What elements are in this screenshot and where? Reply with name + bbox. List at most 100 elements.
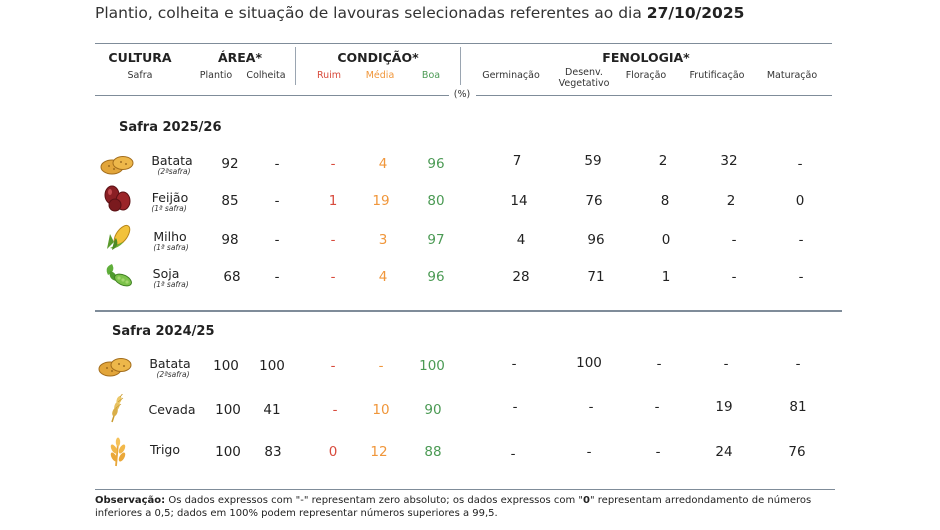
crop-name: Trigo xyxy=(150,442,180,457)
crop-name: Batata xyxy=(151,153,193,168)
cell-media: 4 xyxy=(378,156,388,172)
crop-name: Cevada xyxy=(148,402,196,417)
cell-media: 19 xyxy=(372,193,390,209)
header-frutificacao: Frutificação xyxy=(689,70,745,81)
cell-colheita: - xyxy=(274,232,280,248)
cell-plantio: 85 xyxy=(221,193,239,209)
page-title: Plantio, colheita e situação de lavouras… xyxy=(95,4,744,22)
safra-2024-label: Safra 2024/25 xyxy=(112,324,215,339)
header-divider-2 xyxy=(460,47,461,85)
cell-boa: 80 xyxy=(427,193,445,209)
cell-ruim: 0 xyxy=(328,444,338,460)
crop-sub: (1ª safra) xyxy=(153,243,189,252)
cell-colheita: - xyxy=(274,193,280,209)
title-date: 27/10/2025 xyxy=(646,4,745,22)
cell-floracao: 2 xyxy=(658,153,668,169)
cell-maturacao: - xyxy=(798,232,804,248)
soy-icon xyxy=(106,264,132,287)
header-cultura: CULTURA xyxy=(108,50,172,65)
header-bottom-rule-left xyxy=(95,95,449,96)
footnote: Observação: Os dados expressos com "-" r… xyxy=(95,494,835,520)
cell-desenv: 100 xyxy=(576,355,602,371)
header-area: ÁREA* xyxy=(217,50,263,65)
cell-frutificacao: 32 xyxy=(720,153,738,169)
cell-frutificacao: - xyxy=(731,269,737,285)
header-desenv-1: Desenv. xyxy=(565,67,603,78)
cell-ruim: - xyxy=(330,269,336,285)
cell-floracao: - xyxy=(654,399,660,415)
header-media: Média xyxy=(365,70,395,81)
cell-germinacao: 7 xyxy=(512,153,522,169)
title-text: Plantio, colheita e situação de lavouras… xyxy=(95,4,647,22)
cell-germinacao: - xyxy=(510,446,516,462)
cell-colheita: - xyxy=(274,269,280,285)
crop-name: Milho xyxy=(153,229,187,244)
cell-maturacao: 76 xyxy=(788,444,806,460)
footnote-text-1: Os dados expressos com "-" representam z… xyxy=(165,495,584,506)
cell-plantio: 100 xyxy=(213,358,239,374)
header-colheita: Colheita xyxy=(246,70,286,81)
cell-media: 10 xyxy=(372,402,390,418)
cell-floracao: - xyxy=(655,444,661,460)
cell-maturacao: 81 xyxy=(789,399,807,415)
cell-maturacao: - xyxy=(795,356,801,372)
crop-name: Batata xyxy=(149,356,191,371)
cell-ruim: 1 xyxy=(328,193,338,209)
cell-boa: 100 xyxy=(419,358,445,374)
header-percent: (%) xyxy=(451,89,473,100)
cell-maturacao: - xyxy=(797,156,803,172)
cell-desenv: 71 xyxy=(587,269,605,285)
cell-germinacao: 14 xyxy=(510,193,528,209)
cell-plantio: 100 xyxy=(215,444,241,460)
cell-frutificacao: - xyxy=(731,232,737,248)
cell-floracao: 1 xyxy=(661,269,671,285)
cell-plantio: 98 xyxy=(221,232,239,248)
safra-2025-label: Safra 2025/26 xyxy=(119,120,222,135)
crop-name: Feijão xyxy=(151,190,189,205)
crop-sub: (1ª safra) xyxy=(151,204,187,213)
header-bottom-rule-right xyxy=(476,95,832,96)
corn-icon xyxy=(107,224,131,250)
cell-colheita: 83 xyxy=(264,444,282,460)
header-plantio: Plantio xyxy=(199,70,233,81)
header-germinacao: Germinação xyxy=(482,70,540,81)
cell-desenv: 96 xyxy=(587,232,605,248)
wheat-icon xyxy=(110,437,126,467)
cell-frutificacao: - xyxy=(723,356,729,372)
cell-plantio: 68 xyxy=(223,269,241,285)
header-safra: Safra xyxy=(127,70,153,81)
cell-plantio: 92 xyxy=(221,156,239,172)
header-divider-1 xyxy=(295,47,296,85)
header-ruim: Ruim xyxy=(316,70,342,81)
cell-floracao: - xyxy=(656,356,662,372)
cell-colheita: 41 xyxy=(263,402,281,418)
cell-colheita: 100 xyxy=(259,358,285,374)
footnote-zero: 0 xyxy=(583,495,590,506)
table-top-rule xyxy=(95,43,832,44)
cell-germinacao: 4 xyxy=(516,232,526,248)
cell-floracao: 8 xyxy=(660,193,670,209)
potato-icon xyxy=(100,156,134,175)
cell-boa: 97 xyxy=(427,232,445,248)
crop-sub: (2ªsafra) xyxy=(156,370,190,379)
cell-ruim: - xyxy=(330,156,336,172)
cell-desenv: - xyxy=(586,444,592,460)
cell-media: 12 xyxy=(370,444,388,460)
safra-separator-rule xyxy=(95,310,842,312)
cell-maturacao: 0 xyxy=(795,193,805,209)
cell-boa: 96 xyxy=(427,156,445,172)
cell-boa: 90 xyxy=(424,402,442,418)
header-condicao: CONDIÇÃO* xyxy=(337,50,419,65)
cell-media: 3 xyxy=(378,232,388,248)
crop-name: Soja xyxy=(152,266,180,281)
bean-icon xyxy=(104,185,131,212)
cell-frutificacao: 24 xyxy=(715,444,733,460)
cell-media: - xyxy=(378,358,384,374)
cell-desenv: 76 xyxy=(585,193,603,209)
header-boa: Boa xyxy=(421,70,441,81)
cell-desenv: 59 xyxy=(584,153,602,169)
cell-maturacao: - xyxy=(798,269,804,285)
header-maturacao: Maturação xyxy=(766,70,818,81)
barley-icon xyxy=(111,394,124,423)
cell-frutificacao: 2 xyxy=(726,193,736,209)
